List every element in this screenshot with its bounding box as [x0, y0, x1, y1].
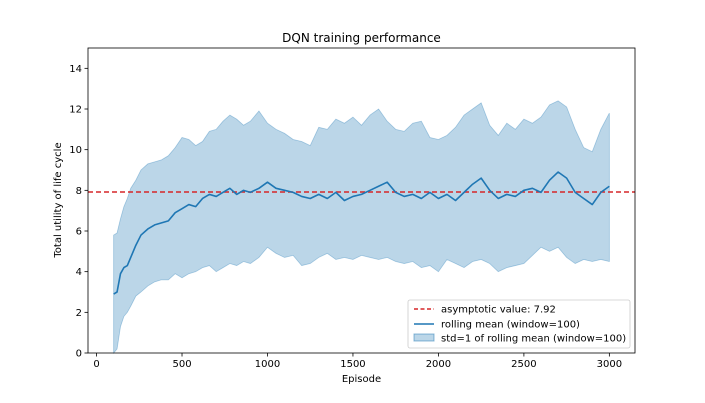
y-tick-label: 0 — [76, 349, 82, 360]
y-tick-label: 2 — [76, 308, 82, 319]
y-tick-label: 10 — [69, 145, 82, 156]
std-band-layer — [113, 100, 610, 355]
plot-frame — [87, 47, 636, 354]
chart-title: DQN training performance — [282, 31, 441, 45]
x-tick-label: 1000 — [255, 359, 280, 370]
legend-box — [407, 299, 631, 349]
y-tick-label: 14 — [69, 64, 82, 75]
x-tick-label: 2000 — [426, 359, 451, 370]
x-tick-label: 0 — [93, 359, 99, 370]
y-tick-label: 4 — [76, 267, 82, 278]
y-axis-label: Total utility of life cycle — [53, 142, 64, 258]
y-tick-label: 8 — [76, 186, 82, 197]
std-band-area — [113, 100, 610, 355]
legend-std-band-label: std=1 of rolling mean (window=100) — [441, 334, 626, 345]
x-tick-label: 3000 — [597, 359, 622, 370]
legend: asymptotic value: 7.92 rolling mean (win… — [407, 299, 631, 349]
y-axis: 0 2 4 6 8 10 12 14 — [69, 64, 88, 360]
legend-asymptote-label: asymptotic value: 7.92 — [441, 305, 556, 316]
x-tick-label: 500 — [172, 359, 191, 370]
x-tick-label: 2500 — [511, 359, 536, 370]
x-tick-label: 1500 — [340, 359, 365, 370]
y-tick-label: 12 — [69, 105, 82, 116]
x-axis-label: Episode — [342, 374, 381, 385]
legend-rolling-mean-label: rolling mean (window=100) — [441, 320, 580, 331]
rolling-mean-line — [113, 171, 610, 295]
y-tick-label: 6 — [76, 227, 82, 238]
x-axis: 0 500 1000 1500 2000 2500 3000 — [93, 353, 622, 370]
legend-std-band-swatch — [413, 333, 435, 342]
rolling-mean-layer — [113, 171, 610, 295]
